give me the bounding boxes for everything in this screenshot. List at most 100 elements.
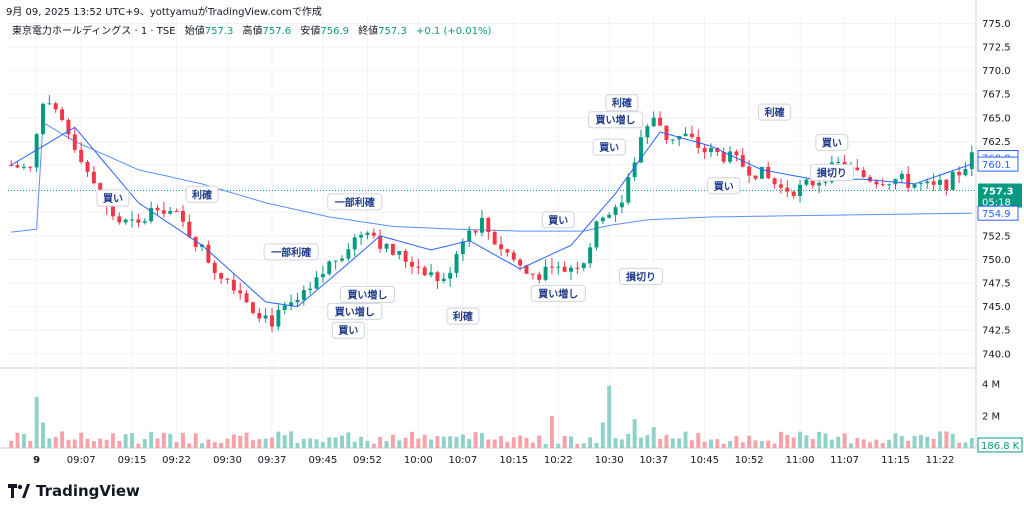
volume-bar <box>518 435 523 448</box>
annotation-label: 利確 <box>185 185 219 203</box>
volume-bar <box>308 438 313 448</box>
candle-body <box>327 261 332 275</box>
time-tick-label: 10:45 <box>690 455 719 466</box>
volume-bar <box>263 438 268 448</box>
volume-bar <box>448 436 453 448</box>
candle-body <box>766 166 771 179</box>
candle-body <box>778 184 783 188</box>
volume-bar <box>161 432 166 448</box>
volume-tick-label: 4 M <box>982 380 1000 391</box>
candle-body <box>664 125 669 140</box>
candle-body <box>944 179 949 190</box>
volume-bar <box>931 438 936 448</box>
annotation-text: 買い増し <box>347 288 387 301</box>
candle-body <box>416 266 421 268</box>
volume-bar <box>168 433 173 448</box>
candle-body <box>670 139 675 141</box>
candle-body <box>168 210 173 214</box>
volume-bar <box>429 439 434 448</box>
candle-body <box>912 184 917 188</box>
annotation-text: 一部利確 <box>335 196 375 209</box>
volume-bar <box>130 432 135 448</box>
candle-body <box>257 312 262 319</box>
candle-body <box>429 272 434 276</box>
volume-bar <box>677 438 682 448</box>
volume-bar <box>721 443 726 448</box>
candle-body <box>85 161 90 172</box>
volume-bar <box>21 433 26 448</box>
annotation-box <box>263 243 319 261</box>
time-tick-label: 10:52 <box>735 455 764 466</box>
volume-bar <box>250 440 255 448</box>
time-tick-label: 11:22 <box>926 455 955 466</box>
volume-bar <box>142 438 147 448</box>
candle-body <box>161 210 166 214</box>
candle-body <box>21 166 26 168</box>
candle-body <box>28 166 33 168</box>
time-tick-label: 10:07 <box>448 455 477 466</box>
candle-body <box>117 216 122 223</box>
legend-low-label: 安値 <box>300 24 320 37</box>
time-tick-label: 10:30 <box>595 455 624 466</box>
time-tick-label: 11:07 <box>830 455 859 466</box>
candle-body <box>91 171 96 184</box>
volume-bar <box>785 434 790 448</box>
volume-bar <box>969 437 974 448</box>
annotation-box <box>185 185 219 203</box>
legend-high-label: 高値 <box>243 24 263 37</box>
volume-bar <box>696 432 701 448</box>
volume-bar <box>244 432 249 448</box>
candle-body <box>938 179 942 185</box>
volume-bar <box>626 433 631 448</box>
volume-bar <box>85 438 90 448</box>
volume-bar <box>702 441 707 448</box>
candle-body <box>295 299 300 303</box>
price-tick-label: 765.0 <box>982 113 1011 124</box>
annotation-text: 買い <box>714 181 734 193</box>
volume-bar <box>887 439 892 448</box>
candle-body <box>804 179 809 185</box>
volume-bar <box>301 438 306 448</box>
volume-bar <box>492 439 497 448</box>
tradingview-logo-icon <box>8 484 30 498</box>
candle-body <box>880 184 885 186</box>
candle-body <box>174 210 179 212</box>
candle-body <box>626 177 631 203</box>
candle-body <box>868 176 873 182</box>
volume-bars <box>9 385 974 448</box>
annotation-label: 買い増し <box>339 285 395 303</box>
annotation-box <box>605 94 639 112</box>
volume-bar <box>562 435 567 448</box>
candle-body <box>524 265 529 274</box>
time-tick-label: 09:52 <box>353 455 382 466</box>
volume-bar <box>460 434 465 448</box>
candle-body <box>378 235 383 249</box>
volume-bar <box>848 443 853 448</box>
annotation-box <box>588 111 644 129</box>
candle-body <box>817 182 822 186</box>
volume-badge-text: 186.8 K <box>981 441 1020 452</box>
price-tick-label: 750.0 <box>982 255 1011 266</box>
tradingview-logo[interactable]: TradingView <box>8 482 140 500</box>
volume-bar <box>664 434 669 448</box>
volume-bar <box>817 431 822 448</box>
volume-bar <box>66 439 71 448</box>
annotation-label: 買い <box>96 189 130 207</box>
volume-bar <box>257 439 262 448</box>
candle-body <box>925 181 930 184</box>
legend-symbol: 東京電力ホールディングス · 1 · TSE <box>12 24 176 37</box>
volume-bar <box>842 433 847 448</box>
legend-high: 757.6 <box>263 26 292 37</box>
candle-body <box>658 117 663 126</box>
candle-body <box>728 151 733 162</box>
candle-body <box>639 137 643 163</box>
time-tick-label: 10:22 <box>544 455 573 466</box>
price-tick-label: 747.5 <box>982 279 1011 290</box>
volume-bar <box>155 438 160 448</box>
candle-body <box>308 288 313 291</box>
ohlc-legend: 東京電力ホールディングス · 1 · TSE 始値757.3 高値757.6 安… <box>12 24 492 37</box>
annotation-text: 利確 <box>453 310 473 323</box>
volume-bar <box>556 443 561 448</box>
volume-bar <box>530 442 535 448</box>
